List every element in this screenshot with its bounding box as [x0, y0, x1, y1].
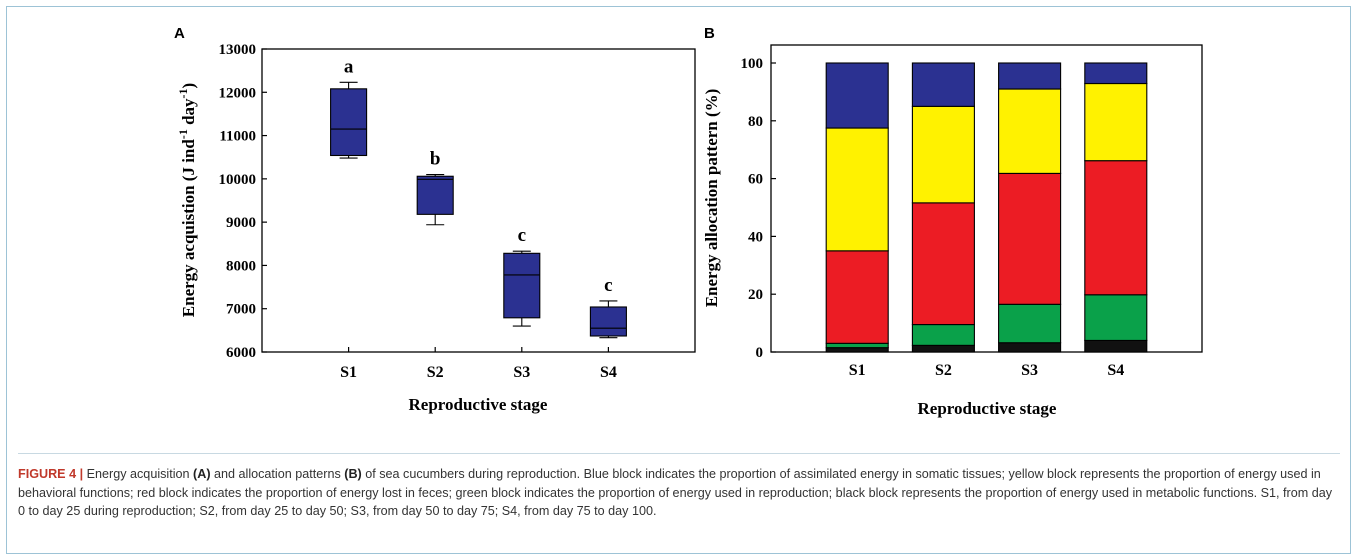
panel-a-xlabel: Reproductive stage — [409, 395, 548, 414]
panel-b: B 0 20 40 60 80 100 S1 S2 S3 S4 Energy allocatio… — [702, 25, 1203, 418]
significance-letter: c — [604, 275, 612, 296]
bar-segment-S4-1 — [1084, 294, 1148, 341]
caption-ref-b: (B) — [344, 467, 362, 481]
x-tick-label: S3 — [1021, 362, 1038, 379]
significance-letter: c — [518, 225, 526, 246]
bar-segment-S2-1 — [911, 323, 975, 346]
bar-segment-S1-3 — [825, 127, 889, 252]
y-tick-label: 7000 — [226, 302, 256, 318]
bar-segment-S1-2 — [825, 250, 889, 344]
caption-figure-label: FIGURE 4 | — [18, 467, 84, 481]
bar-segment-S4-0 — [1084, 339, 1148, 353]
x-tick-label: S1 — [340, 364, 357, 381]
panel-b-plot-frame — [770, 44, 1203, 353]
bar-segment-S3-2 — [998, 172, 1062, 305]
y-tick-label: 60 — [748, 172, 763, 188]
x-tick-label: S3 — [513, 364, 530, 381]
caption-text: and allocation patterns — [210, 467, 345, 481]
significance-letter: a — [344, 56, 354, 77]
panel-b-ylabel: Energy allocation pattern (%) — [702, 89, 721, 308]
panel-a-letter: A — [174, 25, 185, 42]
bar-segment-S4-3 — [1084, 82, 1148, 162]
y-tick-label: 11000 — [219, 129, 256, 145]
box-S2 — [416, 175, 454, 215]
y-tick-label: 13000 — [219, 42, 257, 58]
panel-b-xlabel: Reproductive stage — [918, 399, 1057, 418]
y-tick-label: 6000 — [226, 345, 256, 361]
y-tick-label: 9000 — [226, 215, 256, 231]
panel-b-letter: B — [704, 25, 715, 42]
bar-segment-S2-0 — [911, 344, 975, 353]
caption-ref-a: (A) — [193, 467, 211, 481]
bar-segment-S1-4 — [825, 62, 889, 129]
bar-segment-S4-2 — [1084, 160, 1148, 296]
y-tick-label: 100 — [741, 56, 764, 72]
bar-segment-S3-3 — [998, 88, 1062, 174]
caption-text: of sea cucumbers during reproduction. Bl… — [18, 467, 1333, 518]
box-S1 — [330, 88, 368, 157]
y-tick-label: 8000 — [226, 258, 256, 274]
figure-charts: A 6000 7000 8000 9000 10000 11000 12000 13000 S… — [174, 25, 1203, 418]
x-tick-label: S4 — [1107, 362, 1124, 379]
bar-segment-S3-4 — [998, 62, 1062, 90]
bar-segment-S3-1 — [998, 303, 1062, 344]
bar-segment-S1-1 — [825, 342, 889, 349]
panel-a-plot-frame — [261, 48, 696, 353]
bar-segment-S2-2 — [911, 202, 975, 326]
y-tick-label: 80 — [748, 114, 763, 130]
panel-a: A 6000 7000 8000 9000 10000 11000 12000 13000 S… — [174, 25, 696, 414]
bar-segment-S1-0 — [825, 347, 889, 353]
y-tick-label: 20 — [748, 287, 763, 303]
x-tick-label: S1 — [849, 362, 866, 379]
y-tick-label: 40 — [748, 229, 763, 245]
figure-caption: FIGURE 4 | Energy acquisition (A) and al… — [18, 465, 1338, 521]
x-tick-label: S2 — [935, 362, 952, 379]
y-tick-label: 12000 — [219, 85, 257, 101]
bar-segment-S2-4 — [911, 62, 975, 107]
significance-letter: b — [430, 149, 441, 170]
box-S3 — [503, 252, 541, 319]
y-tick-label: 0 — [756, 345, 764, 361]
caption-text: Energy acquisition — [83, 467, 194, 481]
bar-segment-S3-0 — [998, 342, 1062, 353]
panel-a-ylabel: Energy acquistion (J ind-1 day-1) — [176, 83, 198, 317]
bar-segment-S2-3 — [911, 105, 975, 204]
x-tick-label: S4 — [600, 364, 617, 381]
bar-segment-S4-4 — [1084, 62, 1148, 85]
y-tick-label: 10000 — [219, 172, 257, 188]
caption-divider — [18, 453, 1340, 454]
x-tick-label: S2 — [427, 364, 444, 381]
box-S4 — [589, 306, 627, 337]
